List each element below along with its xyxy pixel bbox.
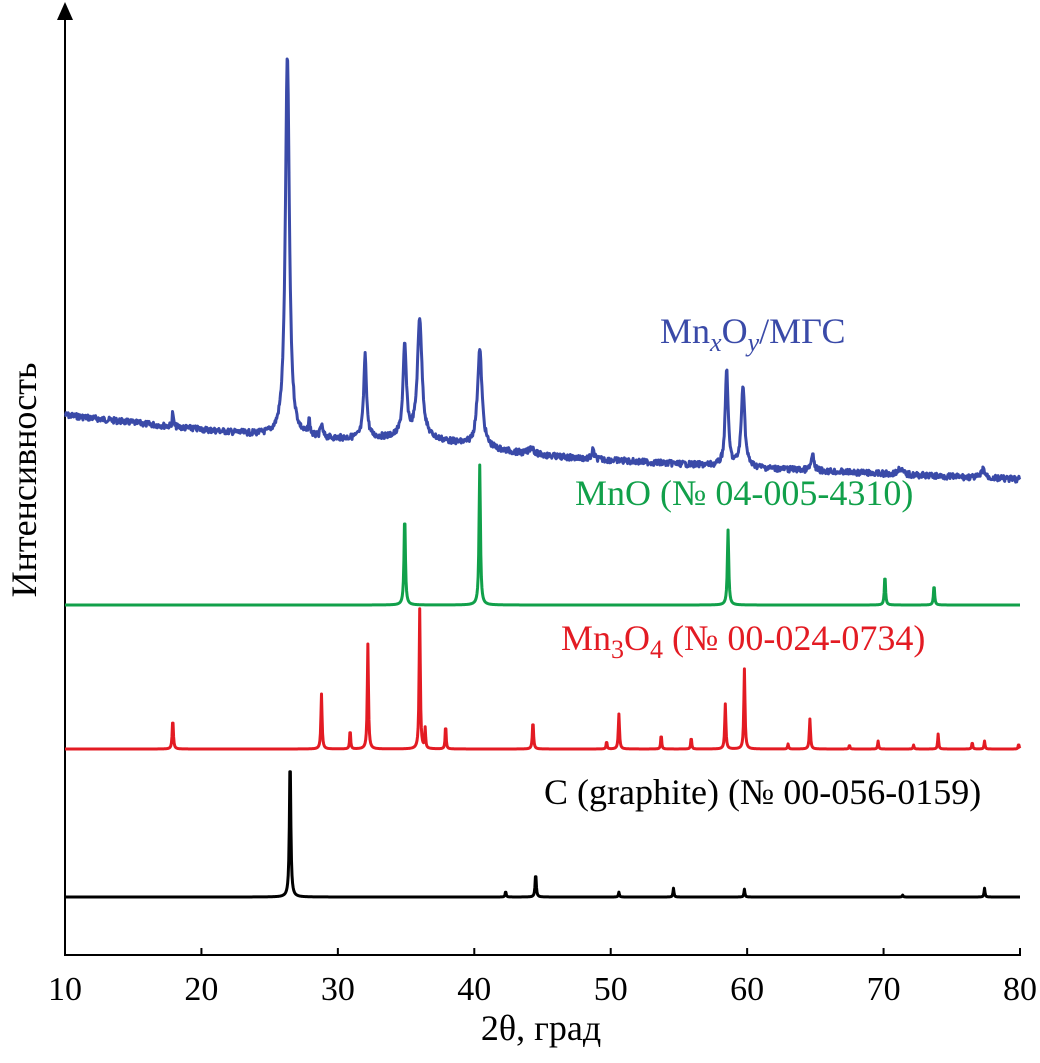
series-line-0 [64, 57, 1022, 484]
x-ticks: 10 20 30 40 50 60 70 80 [48, 948, 1037, 1008]
x-tick-label: 80 [1003, 971, 1037, 1008]
series-label-mno: MnO (№ 04-005-4310) [575, 473, 913, 513]
x-tick-label: 60 [730, 971, 764, 1008]
x-tick-label: 10 [48, 971, 82, 1008]
series-line-3 [64, 770, 1021, 899]
x-tick-label: 50 [594, 971, 628, 1008]
series-line-2 [64, 607, 1022, 751]
x-tick-label: 70 [867, 971, 901, 1008]
traces [64, 57, 1022, 899]
series-label-mnxoy: MnxOy/МГС [660, 311, 845, 357]
x-axis-title: 2θ, град [481, 1008, 601, 1048]
series-label-graphite: C (graphite) (№ 00-056-0159) [544, 772, 981, 812]
x-tick-label: 40 [457, 971, 491, 1008]
x-tick-label: 30 [321, 971, 355, 1008]
series-line-1 [64, 463, 1021, 607]
y-axis-arrow [57, 2, 73, 20]
series-label-mn3o4: Mn3O4 (№ 00-024-0734) [561, 618, 925, 664]
y-axis-title: Интенсивность [4, 363, 44, 598]
x-tick-label: 20 [184, 971, 218, 1008]
